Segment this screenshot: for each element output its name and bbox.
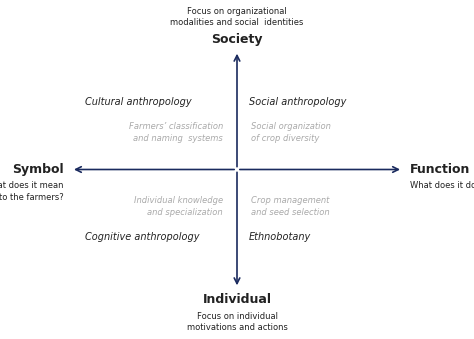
Text: Function: Function: [410, 163, 470, 176]
Text: Cultural anthropology: Cultural anthropology: [85, 97, 192, 107]
Text: Ethnobotany: Ethnobotany: [249, 232, 311, 242]
Text: Social organization
of crop diversity: Social organization of crop diversity: [251, 122, 331, 143]
Text: Focus on organizational
modalities and social  identities: Focus on organizational modalities and s…: [170, 7, 304, 27]
Text: What does it mean
to the farmers?: What does it mean to the farmers?: [0, 181, 64, 202]
Text: Focus on individual
motivations and actions: Focus on individual motivations and acti…: [187, 312, 287, 332]
Text: Farmers’ classification
and naming  systems: Farmers’ classification and naming syste…: [128, 122, 223, 143]
Text: Society: Society: [211, 33, 263, 46]
Text: Social anthropology: Social anthropology: [249, 97, 346, 107]
Text: Crop management
and seed selection: Crop management and seed selection: [251, 196, 330, 217]
Text: Individual knowledge
and specialization: Individual knowledge and specialization: [134, 196, 223, 217]
Text: What does it do for the crop?: What does it do for the crop?: [410, 181, 474, 191]
Text: Individual: Individual: [202, 293, 272, 306]
Text: Cognitive anthropology: Cognitive anthropology: [85, 232, 200, 242]
Text: Symbol: Symbol: [12, 163, 64, 176]
